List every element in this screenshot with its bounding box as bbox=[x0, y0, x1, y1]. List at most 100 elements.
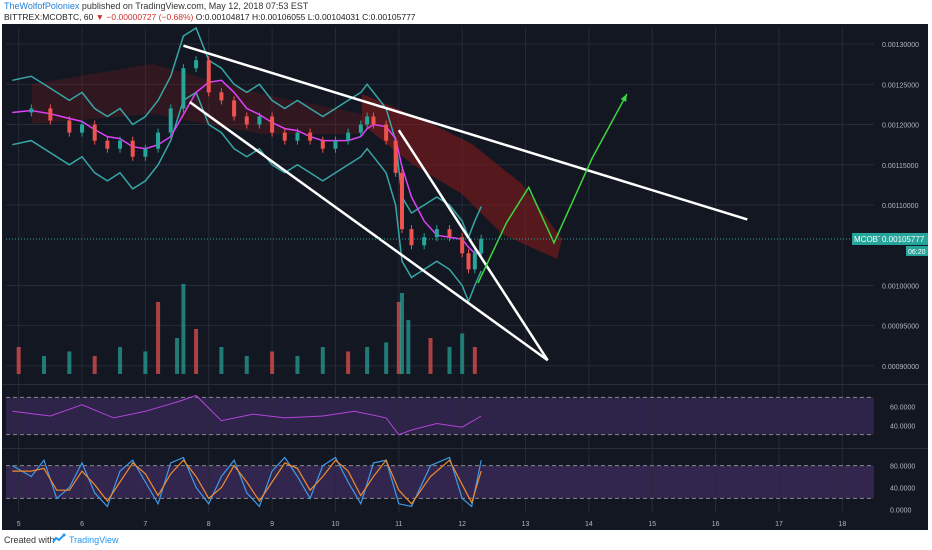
countdown-label: 06:20 bbox=[908, 249, 926, 256]
time-tick-label: 8 bbox=[207, 521, 211, 528]
bollinger-lower bbox=[12, 91, 482, 304]
volume-bar bbox=[175, 337, 180, 374]
volume-bar bbox=[219, 346, 224, 374]
price-tick-label: 0.00115000 bbox=[882, 163, 919, 170]
time-tick-label: 5 bbox=[17, 521, 21, 528]
candle-body bbox=[92, 124, 97, 141]
candle-body bbox=[434, 229, 439, 238]
volume-bar bbox=[472, 346, 477, 374]
volume-bar bbox=[365, 346, 370, 374]
panel-divider bbox=[2, 448, 928, 449]
candle-body bbox=[181, 68, 186, 109]
volume-bar bbox=[406, 319, 411, 374]
ichimoku-cloud-left bbox=[32, 64, 362, 134]
candle-body bbox=[409, 229, 414, 246]
volume-bar bbox=[320, 346, 325, 374]
volume-bar bbox=[156, 301, 161, 374]
candle-body bbox=[48, 108, 53, 121]
candle-body bbox=[295, 132, 300, 141]
symbol-tag-box bbox=[852, 232, 882, 245]
volume-bar bbox=[181, 283, 186, 374]
candle-body bbox=[80, 124, 85, 133]
candle-body bbox=[393, 140, 398, 173]
candle-body bbox=[168, 108, 173, 133]
volume-bar bbox=[295, 355, 300, 374]
candle-body bbox=[232, 100, 237, 117]
price-tick-label: 0.00120000 bbox=[882, 123, 919, 130]
time-tick-label: 14 bbox=[585, 521, 593, 528]
price-change: ▼ −0.00000727 (−0.68%) bbox=[95, 12, 194, 22]
candle-body bbox=[320, 140, 325, 149]
candle-body bbox=[371, 116, 376, 125]
volume-bar bbox=[396, 301, 401, 374]
candle-body bbox=[365, 116, 370, 125]
publish-info: published on TradingView.com, May 12, 20… bbox=[81, 1, 309, 11]
volume-bar bbox=[143, 351, 148, 374]
rsi-tick-label: 40.0000 bbox=[890, 423, 915, 430]
candle-body bbox=[460, 237, 465, 254]
price-tick-label: 0.00130000 bbox=[882, 42, 919, 49]
volume-bar bbox=[384, 342, 389, 374]
ohlc-values: O:0.00104817 H:0.00106055 L:0.00104031 C… bbox=[195, 12, 416, 22]
panel-divider bbox=[2, 384, 928, 385]
trendline bbox=[183, 44, 748, 221]
last-price-label: 0.00105777 bbox=[882, 235, 925, 244]
price-tick-label: 0.00095000 bbox=[882, 324, 919, 331]
candle-body bbox=[143, 148, 148, 157]
candle-body bbox=[156, 132, 161, 149]
volume-bar bbox=[118, 346, 123, 374]
candle-body bbox=[257, 116, 262, 125]
candle-body bbox=[105, 140, 110, 149]
ichimoku-cloud bbox=[362, 94, 562, 259]
candle-body bbox=[384, 124, 389, 141]
volume-bar bbox=[42, 355, 47, 374]
tradingview-logo-icon bbox=[52, 533, 66, 543]
chart-area[interactable]: MCOBTC 0.00105777 06:20 0.00130000 0.0012500… bbox=[2, 24, 928, 530]
candle-body bbox=[67, 120, 72, 133]
ohlc-line: BITTREX:MCOBTC, 60 ▼ −0.00000727 (−0.68%… bbox=[4, 12, 416, 22]
volume-bar bbox=[428, 337, 433, 374]
tradingview-brand-link[interactable]: TradingView bbox=[69, 535, 119, 545]
candle-body bbox=[282, 132, 287, 141]
candle-body bbox=[206, 60, 211, 93]
stoch-tick-label: 40.0000 bbox=[890, 485, 915, 492]
publish-line: TheWolfofPoloniex published on TradingVi… bbox=[4, 1, 308, 11]
candle-body bbox=[358, 124, 363, 133]
time-tick-label: 12 bbox=[458, 521, 466, 528]
symbol-tag: MCOBTC bbox=[854, 235, 889, 244]
projection-path bbox=[477, 93, 628, 284]
author-link[interactable]: TheWolfofPoloniex bbox=[4, 1, 80, 11]
rsi-band bbox=[6, 397, 874, 435]
candle-body bbox=[333, 140, 338, 149]
stoch-tick-label: 80.0000 bbox=[890, 464, 915, 471]
price-tick-label: 0.00110000 bbox=[882, 203, 919, 210]
stoch-band bbox=[6, 465, 874, 499]
footer: Created with TradingView bbox=[0, 530, 932, 550]
rsi-line bbox=[12, 394, 482, 436]
volume-bar bbox=[447, 346, 452, 374]
candle-body bbox=[270, 116, 275, 133]
rsi-tick-label: 60.0000 bbox=[890, 405, 915, 412]
time-tick-label: 9 bbox=[270, 521, 274, 528]
chart-header: TheWolfofPoloniex published on TradingVi… bbox=[0, 0, 932, 24]
created-with-label: Created with bbox=[4, 535, 55, 545]
candle-body bbox=[399, 172, 404, 230]
stoch-line bbox=[12, 456, 482, 508]
stoch-line bbox=[12, 459, 482, 505]
candle-body bbox=[346, 132, 351, 141]
symbol-info: BITTREX:MCOBTC, 60 bbox=[4, 12, 94, 22]
candle-body bbox=[130, 140, 135, 157]
volume-bar bbox=[92, 355, 97, 374]
candle-body bbox=[466, 253, 471, 270]
price-tick-label: 0.00090000 bbox=[882, 364, 919, 371]
candle-body bbox=[422, 237, 427, 246]
volume-bar bbox=[244, 355, 249, 374]
candle-body bbox=[472, 253, 477, 270]
volume-bar bbox=[270, 351, 275, 374]
price-tick-label: 0.00100000 bbox=[882, 283, 919, 290]
countdown-box bbox=[906, 245, 928, 256]
candle-body bbox=[244, 116, 249, 125]
candle-body bbox=[308, 132, 313, 141]
projection-arrowhead bbox=[620, 93, 627, 102]
